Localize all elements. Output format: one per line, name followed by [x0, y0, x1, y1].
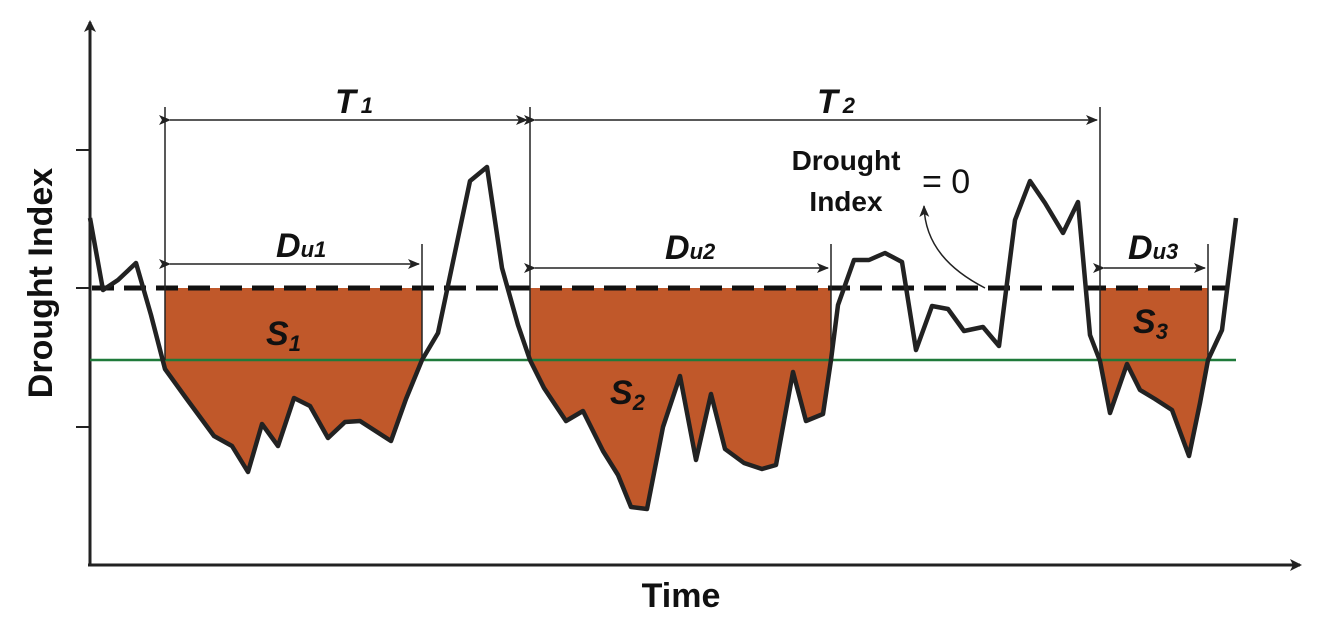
du3-label: Du3 [1128, 229, 1178, 267]
s1-label: S1 [266, 315, 301, 356]
annotation-line1: Drought [792, 145, 901, 176]
drought-index-series [87, 164, 1239, 512]
drought-area-2 [530, 288, 831, 509]
annotation-line2: Index [809, 186, 883, 217]
drought-area-3 [1100, 288, 1208, 456]
du1-label: Du1 [276, 227, 326, 265]
du2-label: Du2 [665, 229, 716, 267]
s3-label: S3 [1133, 303, 1168, 344]
annotation-arrow [919, 205, 986, 289]
x-axis-label: Time [642, 577, 721, 615]
s2-label: S2 [610, 374, 646, 415]
drought-area-1 [165, 288, 422, 472]
annotation-value: = 0 [922, 163, 970, 201]
y-axis-label: Drought Index [22, 168, 60, 399]
